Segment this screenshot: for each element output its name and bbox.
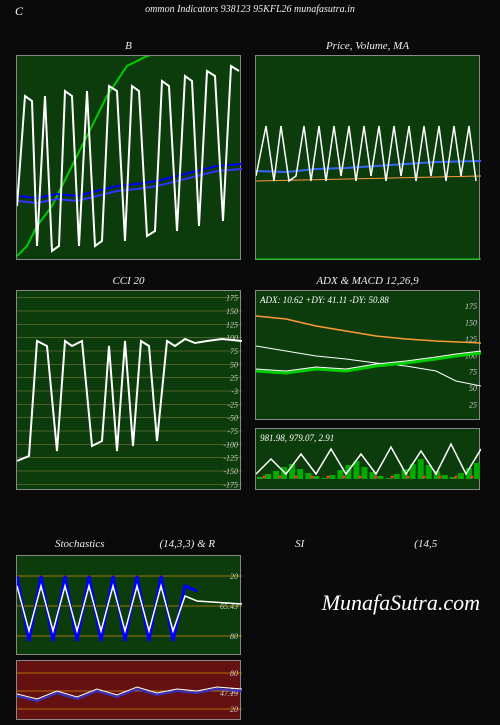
svg-text:75: 75 <box>230 347 238 356</box>
svg-text:20: 20 <box>230 572 238 581</box>
bollinger-chart <box>17 56 242 261</box>
svg-text:80: 80 <box>230 669 238 678</box>
macd-panel: 981.98, 979.07, 2.91 <box>255 428 480 490</box>
svg-text:75: 75 <box>469 368 477 377</box>
svg-text:150: 150 <box>226 307 238 316</box>
adx-title: ADX & MACD 12,26,9 <box>256 275 479 287</box>
svg-text:125: 125 <box>226 320 238 329</box>
cci-panel: CCI 20 175150125100755025-3-25-50-75-100… <box>16 290 241 490</box>
svg-text:25: 25 <box>469 401 477 410</box>
stochastics-chart: 8065.4320 <box>17 556 242 656</box>
svg-text:-125: -125 <box>223 454 238 463</box>
svg-text:-100: -100 <box>223 440 238 449</box>
svg-text:ADX: 10.62 +DY: 41.11 -DY: 50: ADX: 10.62 +DY: 41.11 -DY: 50.88 <box>259 295 389 305</box>
macd-chart: 981.98, 979.07, 2.91 <box>256 429 481 491</box>
price-chart <box>256 56 481 261</box>
stochastics-panel: 8065.4320 <box>16 555 241 655</box>
cci-title: CCI 20 <box>17 275 240 287</box>
svg-text:981.98, 979.07, 2.91: 981.98, 979.07, 2.91 <box>260 433 334 443</box>
svg-text:-3: -3 <box>231 387 238 396</box>
stoch-title-row: Stochastics (14,3,3) & R SI (14,5 <box>0 538 500 550</box>
bollinger-panel: B <box>16 55 241 260</box>
adx-chart: ADX: 10.62 +DY: 41.11 -DY: 50.8817515012… <box>256 291 481 421</box>
svg-text:25: 25 <box>230 374 238 383</box>
watermark-text: MunafaSutra.com <box>322 590 480 616</box>
svg-text:-75: -75 <box>227 427 238 436</box>
svg-text:50: 50 <box>469 384 477 393</box>
svg-text:-50: -50 <box>227 414 238 423</box>
price-panel: Price, Volume, MA <box>255 55 480 260</box>
svg-text:150: 150 <box>465 318 477 327</box>
header-center: ommon Indicators 938123 95KFL26 munafasu… <box>0 4 500 15</box>
svg-text:20: 20 <box>230 705 238 714</box>
cci-chart: 175150125100755025-3-25-50-75-100-125-15… <box>17 291 242 491</box>
svg-text:-175: -175 <box>223 480 238 489</box>
svg-text:50: 50 <box>230 360 238 369</box>
adx-panel: ADX & MACD 12,26,9 ADX: 10.62 +DY: 41.11… <box>255 290 480 420</box>
svg-text:-150: -150 <box>223 467 238 476</box>
svg-text:175: 175 <box>226 294 238 303</box>
svg-text:-25: -25 <box>227 400 238 409</box>
price-title: Price, Volume, MA <box>256 40 479 52</box>
rsi-chart: 805047.1920 <box>17 661 242 721</box>
svg-text:80: 80 <box>230 632 238 641</box>
bollinger-title: B <box>17 40 240 52</box>
rsi-panel: 805047.1920 <box>16 660 241 720</box>
svg-text:175: 175 <box>465 302 477 311</box>
